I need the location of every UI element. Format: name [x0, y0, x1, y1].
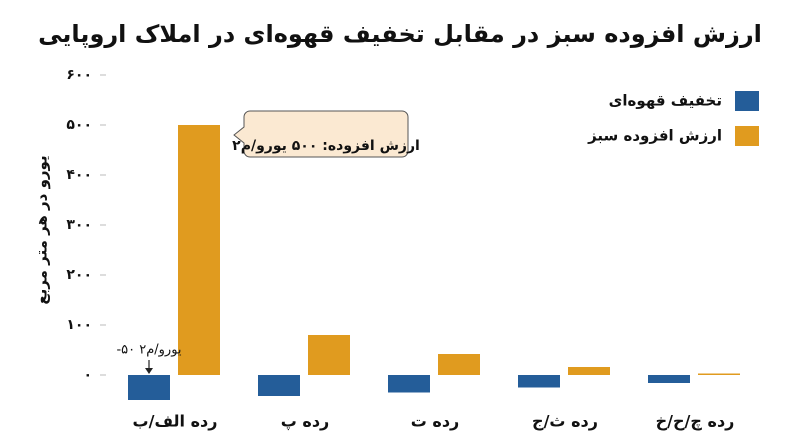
y-tick-label: ۲۰۰	[66, 267, 92, 283]
x-tick-label: رده ث/ج	[532, 412, 598, 431]
bar	[308, 335, 350, 375]
legend-label: ارزش افزوده سبز	[587, 127, 722, 145]
annotation-arrowhead	[145, 368, 153, 374]
x-tick-label: رده پ	[281, 412, 330, 432]
y-tick-label: ۴۰۰	[66, 167, 92, 183]
bar	[178, 125, 220, 375]
bar	[568, 367, 610, 375]
chart-title: ارزش افزوده سبز در مقابل تخفیف قهوه‌ای د…	[38, 20, 762, 48]
legend-label: تخفیف قهوه‌ای	[609, 92, 722, 110]
y-tick-label: ۱۰۰	[66, 317, 92, 333]
legend-swatch	[735, 126, 759, 146]
y-tick-label: ۵۰۰	[66, 117, 92, 133]
annotation: ارزش افزوده: ۵۰۰ یورو/م۲	[232, 138, 420, 154]
y-tick-label: ۳۰۰	[66, 217, 92, 233]
legend-swatch	[735, 91, 759, 111]
y-tick-label: ۶۰۰	[66, 67, 92, 83]
y-axis-label: یورو در هر متر مربع	[33, 155, 51, 304]
annotation: -۵۰ یورو/م۲	[116, 343, 181, 358]
bar	[648, 375, 690, 383]
bar	[518, 375, 560, 388]
y-tick-label: ۰	[83, 367, 92, 383]
bar	[698, 373, 740, 375]
bar	[438, 354, 480, 375]
x-tick-label: رده ت	[411, 412, 460, 431]
bar	[128, 375, 170, 400]
x-tick-label: رده چ/ح/خ	[656, 412, 735, 431]
bar	[388, 375, 430, 393]
x-tick-label: رده الف/ب	[133, 412, 218, 431]
callout-box	[233, 110, 409, 158]
bar	[258, 375, 300, 396]
